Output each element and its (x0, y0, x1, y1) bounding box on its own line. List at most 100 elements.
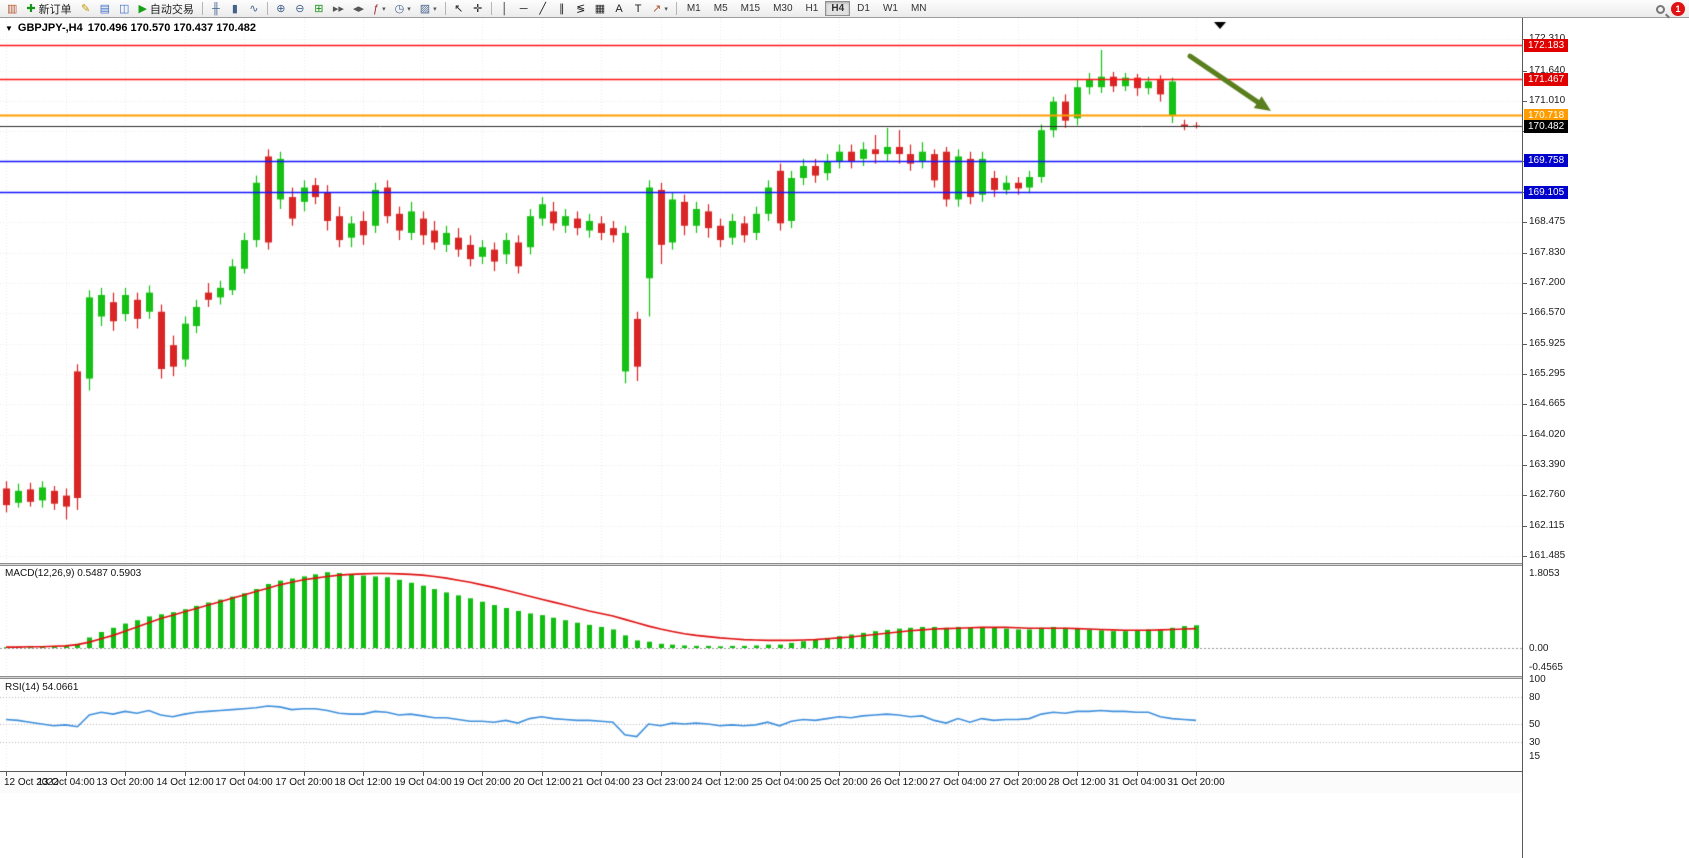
trendline-button[interactable]: ╱ (534, 1, 552, 17)
chart-title-ohlc: 170.496 170.570 170.437 170.482 (87, 22, 256, 34)
resistance-line-2-price-badge: 171.467 (1524, 73, 1569, 86)
arrows-tool-button[interactable]: ↗ ▾ (648, 1, 672, 17)
toolbar-separator (675, 2, 677, 15)
search-icon[interactable] (1656, 4, 1665, 14)
timeframe-h1-button[interactable]: H1 (805, 3, 819, 14)
macd-axis-label: 1.8053 (1529, 568, 1560, 579)
main-chart-canvas[interactable] (0, 18, 1522, 563)
auto-trading-button[interactable]: ▶ 自动交易 (134, 1, 197, 17)
time-axis-tick (6, 772, 7, 776)
macd-axis-label: 0.00 (1529, 643, 1549, 654)
timeframe-mn-button[interactable]: MN (910, 3, 927, 14)
price-axis-label: 171.640 (1529, 65, 1566, 76)
line-chart-mode-button[interactable]: ∿ (245, 1, 263, 17)
price-axis[interactable]: 172.310171.640171.010170.380169.750169.1… (1522, 18, 1689, 858)
zoom-in-button[interactable]: ⊕ (272, 1, 290, 17)
templates-caret-icon[interactable]: ▾ (433, 5, 437, 13)
time-axis-label: 17 Oct 04:00 (215, 777, 273, 788)
line-chart-mode-icon: ∿ (249, 2, 259, 15)
time-axis-label: 21 Oct 04:00 (572, 777, 630, 788)
channel-button[interactable]: ∥ (553, 1, 571, 17)
cursor-button[interactable]: ↖ (450, 1, 468, 17)
support-line-1-price-badge: 169.758 (1524, 154, 1569, 167)
rsi-axis-label: 30 (1529, 737, 1541, 748)
chart-window-icon: ▥ (7, 2, 18, 15)
periods-caret-icon[interactable]: ▾ (407, 5, 411, 13)
shapes-icon: ▦ (594, 2, 606, 15)
time-axis-label: 24 Oct 12:00 (691, 777, 749, 788)
mql-editor-button[interactable]: ✎ (77, 1, 95, 17)
arrows-tool-caret-icon[interactable]: ▾ (664, 5, 668, 13)
time-axis-tick (661, 772, 662, 776)
time-axis-tick (66, 772, 67, 776)
price-axis-label: 167.830 (1529, 247, 1566, 258)
panel-divider-rsi[interactable] (0, 676, 1689, 679)
chart-title-symbol: GBPJPY-,H4 (17, 22, 83, 34)
crosshair-button[interactable]: ✛ (469, 1, 487, 17)
price-axis-label: 162.760 (1529, 489, 1566, 500)
market-watch-button[interactable]: ▤ (96, 1, 114, 17)
price-axis-tick (1523, 556, 1527, 557)
time-axis-label: 27 Oct 04:00 (929, 777, 987, 788)
time-axis-label: 25 Oct 04:00 (751, 777, 809, 788)
price-axis-label: 164.020 (1529, 429, 1566, 440)
timeframe-m5-button[interactable]: M5 (713, 3, 728, 14)
toolbar-separator (201, 2, 203, 15)
time-axis-tick (1077, 772, 1078, 776)
arrows-tool-icon: ↗ (652, 2, 662, 15)
tile-windows-button[interactable]: ⊞ (310, 1, 328, 17)
periods-button[interactable]: ◷ ▾ (391, 1, 415, 17)
price-axis-tick (1523, 71, 1527, 72)
price-axis-label: 168.475 (1529, 216, 1566, 227)
time-axis-label: 26 Oct 12:00 (870, 777, 928, 788)
price-axis-label: 165.295 (1529, 368, 1566, 379)
zoom-out-button[interactable]: ⊖ (291, 1, 309, 17)
time-axis-label: 28 Oct 12:00 (1048, 777, 1106, 788)
fibonacci-button[interactable]: ≶ (572, 1, 590, 17)
price-axis-label: 165.925 (1529, 338, 1566, 349)
indicators-button[interactable]: ƒ ▾ (369, 1, 390, 17)
notification-badge[interactable]: 1 (1671, 2, 1685, 16)
time-axis-label: 17 Oct 20:00 (275, 777, 333, 788)
chart-window-button[interactable]: ▥ (3, 1, 21, 17)
periods-icon: ◷ (394, 2, 405, 15)
timeframe-h4-button[interactable]: H4 (825, 1, 851, 16)
price-axis-tick (1523, 344, 1527, 345)
symbol-dropdown-icon[interactable]: ▼ (5, 23, 13, 33)
timeframe-d1-button[interactable]: D1 (857, 3, 870, 14)
panel-divider-macd[interactable] (0, 563, 1689, 566)
auto-scroll-button[interactable]: ▸▸ (329, 1, 348, 17)
text-label-button[interactable]: T (629, 1, 647, 17)
price-axis-tick (1523, 374, 1527, 375)
resistance-line-1-price-badge: 172.183 (1524, 39, 1569, 52)
shapes-button[interactable]: ▦ (591, 1, 609, 17)
timeframe-m15-button[interactable]: M15 (740, 3, 761, 14)
bar-chart-mode-button[interactable]: ╫ (207, 1, 225, 17)
chart-shift-button[interactable]: ◂▸ (349, 1, 368, 17)
rsi-panel-canvas[interactable] (0, 679, 1522, 771)
new-order-icon: ✚ (26, 2, 36, 15)
time-axis-tick (958, 772, 959, 776)
time-axis-label: 12 Oct 2022 (4, 777, 59, 788)
candlestick-mode-icon: ▮ (231, 2, 238, 15)
horizontal-line-button[interactable]: ─ (515, 1, 533, 17)
time-axis-tick (185, 772, 186, 776)
vertical-line-button[interactable]: │ (496, 1, 514, 17)
time-axis-tick (780, 772, 781, 776)
text-button[interactable]: A (610, 1, 628, 17)
indicators-caret-icon[interactable]: ▾ (382, 5, 386, 13)
macd-panel-canvas[interactable] (0, 566, 1522, 676)
rsi-axis-label: 80 (1529, 692, 1541, 703)
mql-editor-icon: ✎ (81, 2, 91, 15)
terminal-button[interactable]: ◫ (115, 1, 133, 17)
timeframe-w1-button[interactable]: W1 (882, 3, 898, 14)
timeframe-m30-button[interactable]: M30 (773, 3, 793, 14)
time-axis-label: 18 Oct 12:00 (334, 777, 392, 788)
rsi-axis-label: 15 (1529, 751, 1541, 762)
new-order-button[interactable]: ✚ 新订单 (22, 1, 75, 17)
templates-button[interactable]: ▨ ▾ (416, 1, 441, 17)
candlestick-mode-button[interactable]: ▮ (226, 1, 244, 17)
time-axis[interactable]: 12 Oct 2022 13 Oct 04:00 13 Oct 20:00 14 Oc… (0, 771, 1522, 793)
timeframe-m1-button[interactable]: M1 (686, 3, 701, 14)
time-axis-label: 31 Oct 20:00 (1167, 777, 1225, 788)
